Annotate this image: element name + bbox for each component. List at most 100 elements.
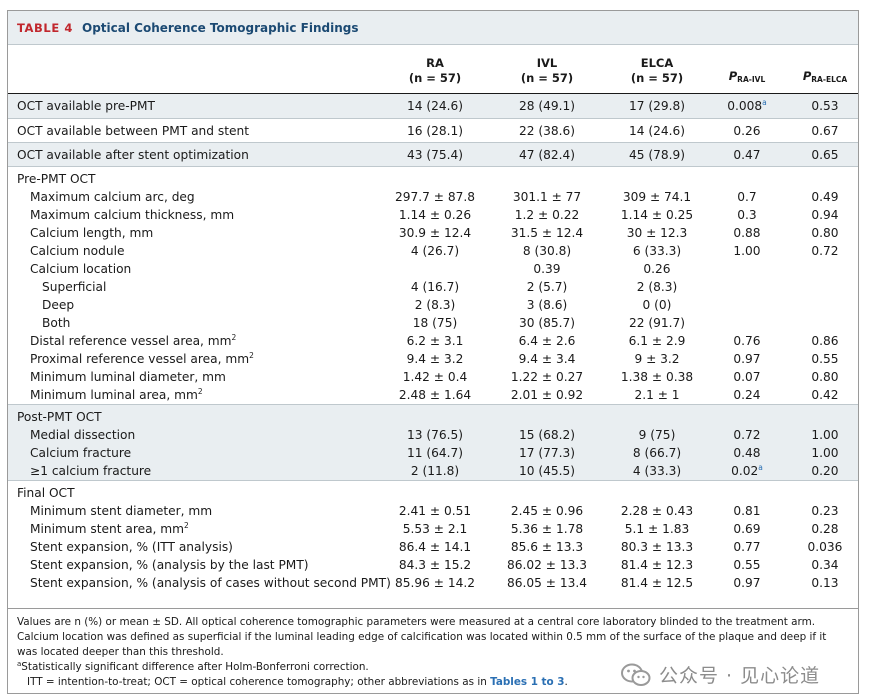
cell-value: 43 (75.4)	[406, 148, 464, 162]
cell-value: 2 (8.3)	[414, 298, 456, 312]
table-frame: TABLE 4 Optical Coherence Tomographic Fi…	[7, 10, 859, 694]
col-header-ra: RA (n = 57)	[408, 56, 462, 85]
table-row: Minimum stent diameter, mm 2.41 ± 0.51 2.4…	[8, 502, 858, 520]
cell-value: 0 (0)	[642, 298, 672, 312]
cell-value: 0.97	[733, 576, 761, 590]
cell-value: 0.26	[643, 262, 671, 276]
cell-value: 0.28	[811, 522, 839, 536]
cell-value: 86.02 ± 13.3	[507, 558, 587, 572]
table-row: Minimum luminal area, mm2 2.48 ± 1.64 2.01…	[8, 386, 858, 404]
significance-marker: a	[758, 463, 763, 472]
cell-value: 1.2 ± 0.22	[514, 208, 580, 222]
cell-value: 17 (77.3)	[518, 446, 576, 460]
cell-value: 0.07	[733, 370, 761, 384]
cell-value: 2 (11.8)	[410, 464, 460, 478]
cell-value: 0.23	[811, 504, 839, 518]
table-number: TABLE 4	[17, 20, 74, 35]
cell-value: 5.1 ± 1.83	[624, 522, 690, 536]
cell-value: 0.88	[733, 226, 761, 240]
cell-value: 0.69	[733, 522, 761, 536]
cell-value: 0.02a	[731, 463, 763, 478]
cell-value: 0.86	[811, 334, 839, 348]
cell-value: 301.1 ± 77	[512, 190, 582, 204]
label-superscript: 2	[231, 333, 237, 342]
cell-value: 81.4 ± 12.3	[620, 558, 694, 572]
cell-value: 0.94	[811, 208, 839, 222]
table-row: Calcium length, mm 30.9 ± 12.4 31.5 ± 12.4…	[8, 224, 858, 242]
label-superscript: 2	[184, 521, 189, 530]
table-row: Deep 2 (8.3) 3 (8.6) 0 (0)	[8, 296, 858, 314]
cell-value: 297.7 ± 87.8	[395, 190, 475, 204]
table-title: Optical Coherence Tomographic Findings	[82, 20, 359, 35]
table-row: Superficial 4 (16.7) 2 (5.7) 2 (8.3)	[8, 278, 858, 296]
cell-value: 0.81	[733, 504, 761, 518]
cell-value: 1.42 ± 0.4	[402, 370, 468, 384]
cell-value: 9 ± 3.2	[634, 352, 680, 366]
section-header-row: Pre-PMT OCT	[8, 166, 858, 188]
row-label: Medial dissection	[30, 428, 136, 442]
cell-value: 11 (64.7)	[406, 446, 464, 460]
cell-value: 6.4 ± 2.6	[518, 334, 576, 348]
cell-value: 81.4 ± 12.5	[620, 576, 694, 590]
tables-link[interactable]: Tables 1 to 3	[490, 676, 565, 688]
watermark-text: 公众号 · 见心论道	[659, 665, 821, 687]
table-row: Calcium nodule 4 (26.7) 8 (30.8) 6 (33.3) 1.…	[8, 242, 858, 260]
table-row: Minimum luminal diameter, mm 1.42 ± 0.4 1.…	[8, 368, 858, 386]
col-header-p-ra-ivl: PRA-IVL	[728, 69, 766, 84]
cell-value: 14 (24.6)	[406, 99, 464, 113]
wechat-icon	[621, 663, 651, 687]
cell-value: 1.14 ± 0.25	[620, 208, 694, 222]
cell-value: 8 (66.7)	[632, 446, 682, 460]
table-row: OCT available between PMT and stent 16 (2…	[8, 118, 858, 142]
cell-value: 0.72	[733, 428, 761, 442]
cell-value: 0.65	[811, 148, 839, 162]
row-label: Both	[42, 316, 71, 330]
section-label: Pre-PMT OCT	[17, 172, 96, 186]
cell-value: 15 (68.2)	[518, 428, 576, 442]
cell-value: 1.00	[811, 446, 839, 460]
cell-value: 0.20	[811, 464, 839, 478]
table-row: Minimum stent area, mm2 5.53 ± 2.1 5.36 ± …	[8, 520, 858, 538]
table-row: Maximum calcium arc, deg 297.7 ± 87.8 301.…	[8, 188, 858, 206]
cell-value: 0.53	[811, 99, 839, 113]
table-row: Stent expansion, % (analysis of cases wi…	[8, 574, 858, 592]
cell-value: 0.47	[733, 148, 761, 162]
table-row: Maximum calcium thickness, mm 1.14 ± 0.26…	[8, 206, 858, 224]
cell-value: 31.5 ± 12.4	[510, 226, 584, 240]
row-label: Calcium nodule	[30, 244, 125, 258]
table-row: ≥1 calcium fracture 2 (11.8) 10 (45.5) 4 (3…	[8, 462, 858, 480]
cell-value: 0.72	[811, 244, 839, 258]
row-label: Proximal reference vessel area, mm	[30, 352, 250, 366]
cell-value: 22 (38.6)	[518, 124, 576, 138]
table-row: OCT available pre-PMT 14 (24.6) 28 (49.1) 1…	[8, 94, 858, 118]
cell-value: 45 (78.9)	[628, 148, 686, 162]
cell-value: 28 (49.1)	[518, 99, 576, 113]
cell-value: 0.39	[533, 262, 561, 276]
section-header-row: Post-PMT OCT	[8, 404, 858, 426]
cell-value: 86.05 ± 13.4	[507, 576, 587, 590]
cell-value: 47 (82.4)	[518, 148, 576, 162]
column-header-row: RA (n = 57) IVL (n = 57) ELCA (n = 57) PRA-…	[8, 45, 858, 94]
row-label: ≥1 calcium fracture	[30, 464, 152, 478]
cell-value: 2 (8.3)	[636, 280, 678, 294]
cell-value: 2 (5.7)	[526, 280, 568, 294]
cell-value: 0.49	[811, 190, 839, 204]
table-footnote: Values are n (%) or mean ± SD. All optic…	[8, 608, 858, 693]
cell-value: 9.4 ± 3.2	[406, 352, 464, 366]
row-label: OCT available between PMT and stent	[17, 124, 249, 138]
cell-value: 0.67	[811, 124, 839, 138]
cell-value: 5.36 ± 1.78	[510, 522, 584, 536]
cell-value: 309 ± 74.1	[622, 190, 692, 204]
row-label: Minimum stent area, mm	[30, 522, 185, 536]
cell-value: 30.9 ± 12.4	[398, 226, 472, 240]
cell-value: 1.00	[733, 244, 761, 258]
table-row: Calcium location 0.39 0.26	[8, 260, 858, 278]
cell-value: 4 (33.3)	[632, 464, 682, 478]
footnote-values: Values are n (%) or mean ± SD. All optic…	[17, 616, 827, 658]
cell-value: 0.77	[733, 540, 761, 554]
cell-value: 1.38 ± 0.38	[620, 370, 694, 384]
cell-value: 0.76	[733, 334, 761, 348]
table-body: OCT available pre-PMT 14 (24.6) 28 (49.1) 1…	[8, 94, 858, 592]
cell-value: 0.7	[737, 190, 757, 204]
col-header-elca: ELCA (n = 57)	[630, 56, 684, 85]
